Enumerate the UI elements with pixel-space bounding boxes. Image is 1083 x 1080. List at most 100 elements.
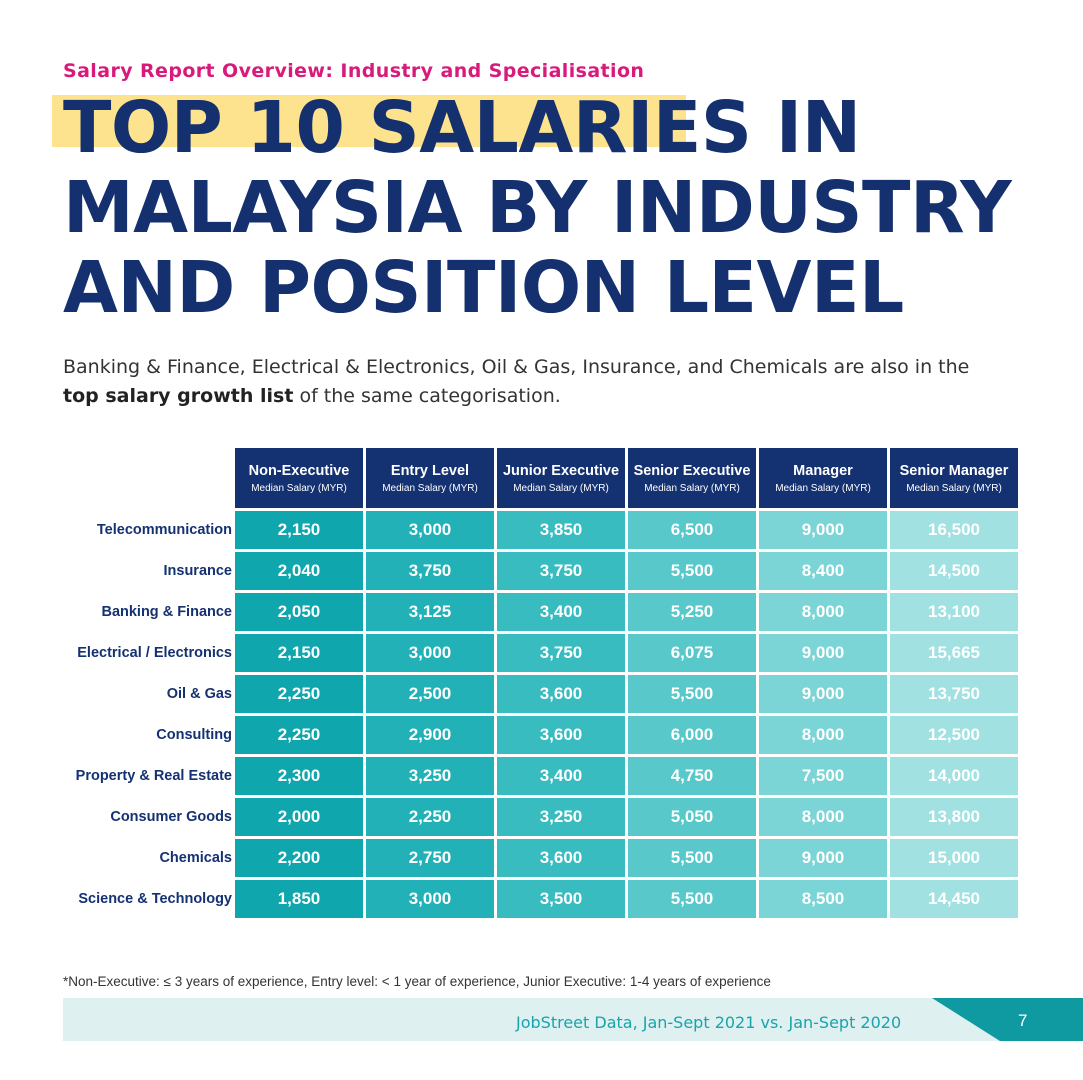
salary-cell: 3,400	[497, 593, 625, 631]
salary-cell: 9,000	[759, 634, 887, 672]
salary-cell: 8,000	[759, 798, 887, 836]
table-row: Oil & Gas 2,250 2,500 3,600 5,500 9,000 13,750	[66, 675, 1018, 713]
salary-cell: 3,125	[366, 593, 494, 631]
salary-cell: 3,250	[497, 798, 625, 836]
column-header-sublabel: Median Salary (MYR)	[906, 482, 1002, 494]
salary-cell: 2,040	[235, 552, 363, 590]
salary-cell: 3,000	[366, 634, 494, 672]
industry-label: Consumer Goods	[110, 809, 232, 825]
column-header-label: Junior Executive	[502, 462, 620, 479]
industry-label: Chemicals	[159, 850, 232, 866]
salary-cell: 2,300	[235, 757, 363, 795]
salary-cell: 5,500	[628, 839, 756, 877]
salary-cell: 5,500	[628, 675, 756, 713]
salary-cell: 16,500	[890, 511, 1018, 549]
column-header-label: Entry Level	[390, 462, 470, 479]
table-header-row: Non-Executive Median Salary (MYR) Entry Le…	[66, 448, 1018, 508]
salary-cell: 2,150	[235, 634, 363, 672]
footnote: *Non-Executive: ≤ 3 years of experience,…	[63, 974, 771, 989]
column-header-label: Senior Executive	[633, 462, 751, 479]
salary-cell: 8,500	[759, 880, 887, 918]
salary-cell: 5,250	[628, 593, 756, 631]
table-corner	[66, 448, 232, 508]
intro-bold: top salary growth list	[63, 385, 294, 407]
industry-label: Banking & Finance	[101, 604, 232, 620]
salary-table: Non-Executive Median Salary (MYR) Entry Le…	[63, 445, 1021, 921]
salary-cell: 5,500	[628, 880, 756, 918]
column-header: Senior Executive Median Salary (MYR)	[628, 448, 756, 508]
salary-cell: 15,000	[890, 839, 1018, 877]
column-header-sublabel: Median Salary (MYR)	[775, 482, 871, 494]
title-line-3: AND POSITION LEVEL	[63, 246, 904, 329]
salary-cell: 3,850	[497, 511, 625, 549]
column-header-label: Non-Executive	[248, 462, 350, 479]
table-row: Property & Real Estate 2,300 3,250 3,400 4,7…	[66, 757, 1018, 795]
salary-cell: 9,000	[759, 675, 887, 713]
salary-cell: 4,750	[628, 757, 756, 795]
salary-cell: 3,600	[497, 839, 625, 877]
salary-cell: 3,750	[366, 552, 494, 590]
industry-label: Oil & Gas	[166, 686, 232, 702]
salary-cell: 3,750	[497, 634, 625, 672]
salary-cell: 6,500	[628, 511, 756, 549]
industry-label: Science & Technology	[78, 891, 232, 907]
salary-cell: 3,750	[497, 552, 625, 590]
footer-source: JobStreet Data, Jan-Sept 2021 vs. Jan-Se…	[516, 1013, 902, 1032]
salary-cell: 8,000	[759, 593, 887, 631]
intro-text-end: of the same categorisation.	[293, 385, 561, 407]
salary-cell: 7,500	[759, 757, 887, 795]
salary-cell: 8,000	[759, 716, 887, 754]
industry-label: Consulting	[156, 727, 232, 743]
table-row: Banking & Finance 2,050 3,125 3,400 5,250 8,0…	[66, 593, 1018, 631]
column-header-sublabel: Median Salary (MYR)	[513, 482, 609, 494]
salary-cell: 12,500	[890, 716, 1018, 754]
column-header-sublabel: Median Salary (MYR)	[382, 482, 478, 494]
salary-cell: 13,100	[890, 593, 1018, 631]
salary-cell: 14,000	[890, 757, 1018, 795]
salary-cell: 9,000	[759, 511, 887, 549]
salary-cell: 13,750	[890, 675, 1018, 713]
salary-cell: 3,000	[366, 511, 494, 549]
salary-cell: 1,850	[235, 880, 363, 918]
salary-cell: 3,250	[366, 757, 494, 795]
salary-cell: 2,250	[235, 675, 363, 713]
salary-cell: 6,000	[628, 716, 756, 754]
title-highlight	[52, 95, 686, 147]
page-number: 7	[1018, 1011, 1028, 1030]
table-row: Telecommunication 2,150 3,000 3,850 6,500 9,0…	[66, 511, 1018, 549]
footer-bar	[63, 998, 1000, 1041]
salary-cell: 3,600	[497, 675, 625, 713]
salary-cell: 2,050	[235, 593, 363, 631]
column-header-sublabel: Median Salary (MYR)	[251, 482, 347, 494]
salary-cell: 2,500	[366, 675, 494, 713]
salary-cell: 5,050	[628, 798, 756, 836]
intro-text: Banking & Finance, Electrical & Electron…	[63, 356, 970, 378]
page-title: TOP 10 SALARIES IN MALAYSIA BY INDUSTRY …	[63, 88, 1023, 328]
salary-cell: 2,000	[235, 798, 363, 836]
salary-cell: 2,750	[366, 839, 494, 877]
salary-cell: 2,250	[366, 798, 494, 836]
salary-cell: 2,200	[235, 839, 363, 877]
industry-label: Insurance	[163, 563, 233, 579]
column-header-sublabel: Median Salary (MYR)	[644, 482, 740, 494]
column-header: Senior Manager Median Salary (MYR)	[890, 448, 1018, 508]
salary-cell: 15,665	[890, 634, 1018, 672]
table-row: Consumer Goods 2,000 2,250 3,250 5,050 8,000 1…	[66, 798, 1018, 836]
salary-cell: 2,150	[235, 511, 363, 549]
salary-cell: 2,250	[235, 716, 363, 754]
industry-label: Electrical / Electronics	[77, 645, 232, 661]
salary-cell: 14,450	[890, 880, 1018, 918]
salary-cell: 3,600	[497, 716, 625, 754]
salary-cell: 8,400	[759, 552, 887, 590]
column-header: Entry Level Median Salary (MYR)	[366, 448, 494, 508]
report-kicker: Salary Report Overview: Industry and Spe…	[63, 60, 645, 82]
column-header-label: Manager	[793, 462, 853, 479]
salary-cell: 3,500	[497, 880, 625, 918]
table-row: Consulting 2,250 2,900 3,600 6,000 8,000 12,50…	[66, 716, 1018, 754]
table-row: Science & Technology 1,850 3,000 3,500 5,500…	[66, 880, 1018, 918]
table-row: Insurance 2,040 3,750 3,750 5,500 8,400 14,500	[66, 552, 1018, 590]
industry-label: Telecommunication	[96, 522, 232, 538]
title-line-2: MALAYSIA BY INDUSTRY	[63, 166, 1012, 249]
intro-paragraph: Banking & Finance, Electrical & Electron…	[63, 353, 983, 411]
title-line-1: TOP 10 SALARIES IN	[63, 86, 861, 169]
